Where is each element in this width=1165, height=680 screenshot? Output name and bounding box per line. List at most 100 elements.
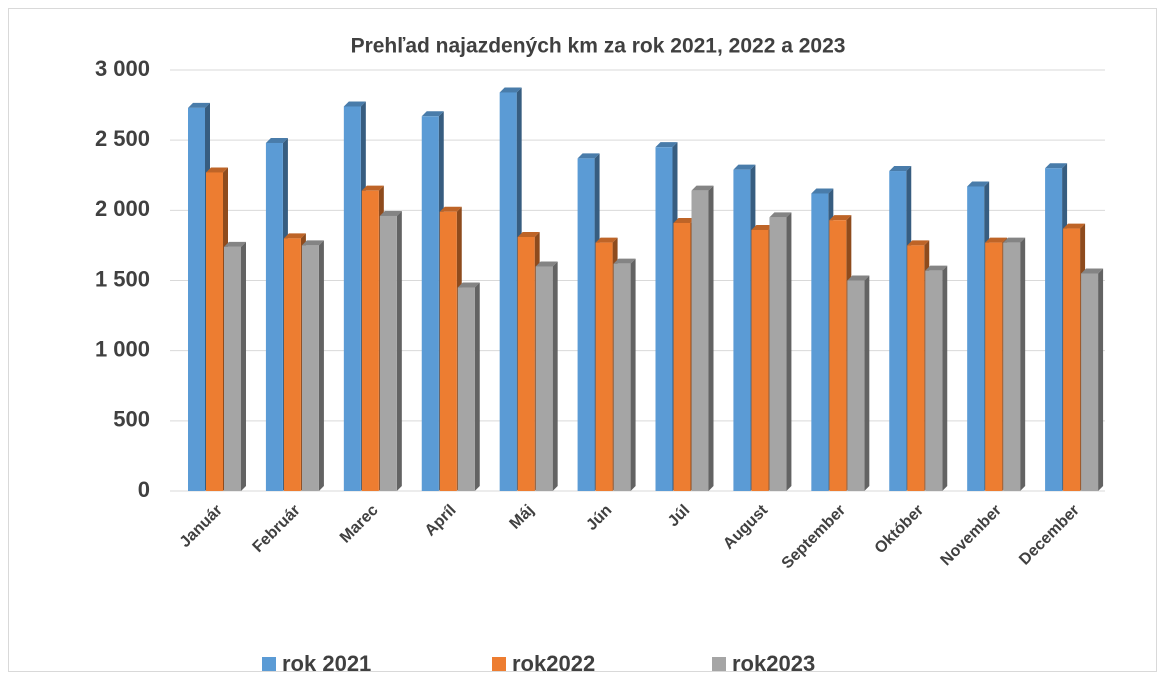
bar-front	[613, 263, 631, 491]
bar	[301, 240, 324, 491]
bar-top	[613, 258, 636, 264]
bar-front	[517, 236, 535, 491]
bar-front	[265, 142, 283, 491]
bar-front	[421, 116, 439, 491]
bar-top	[301, 240, 324, 246]
bar-front	[1003, 242, 1021, 491]
bar-top	[985, 237, 1008, 243]
bar	[379, 210, 402, 492]
bar-front	[283, 238, 301, 491]
bar-top	[1003, 237, 1026, 243]
bar	[769, 212, 792, 491]
bar	[535, 261, 558, 491]
bar	[847, 275, 870, 491]
bar-top	[421, 111, 444, 117]
y-tick-label: 1 000	[95, 336, 150, 361]
bar-front	[457, 287, 475, 491]
bar-top	[343, 101, 366, 107]
bar-front	[343, 106, 361, 491]
bar-top	[265, 137, 288, 143]
bar-top	[847, 275, 870, 281]
bar-top	[224, 241, 246, 247]
bar-front	[379, 215, 397, 492]
bar-front	[224, 246, 241, 491]
bar-front	[673, 222, 691, 492]
bar	[224, 241, 246, 491]
bar-side	[552, 261, 558, 491]
bar-top	[361, 185, 384, 191]
bar-top	[751, 224, 774, 230]
bar-top	[889, 166, 912, 172]
bar-top	[967, 181, 990, 187]
bar-front	[1081, 273, 1099, 491]
y-tick-label: 2 500	[95, 126, 150, 151]
bar-side	[864, 275, 870, 491]
bar-front	[361, 190, 379, 492]
bar-side	[241, 241, 246, 491]
y-tick-label: 2 000	[95, 196, 150, 221]
bar-side	[708, 185, 714, 492]
bar	[925, 265, 948, 491]
bar-side	[1098, 268, 1104, 491]
legend-label: rok2022	[512, 651, 595, 676]
bar-front	[733, 169, 751, 492]
bar-front	[691, 190, 709, 492]
bar-top	[691, 185, 714, 191]
bar-front	[655, 147, 673, 491]
bar-side	[786, 212, 792, 491]
bar-front	[1045, 168, 1063, 491]
y-tick-label: 3 000	[95, 56, 150, 81]
y-tick-label: 500	[113, 407, 150, 432]
bar-top	[829, 215, 852, 221]
bar	[457, 282, 480, 491]
bar-top	[907, 240, 930, 246]
bar-front	[811, 193, 829, 491]
bar-top	[1081, 268, 1104, 274]
bar-front	[439, 211, 457, 491]
bar-front	[907, 245, 925, 491]
bar-top	[577, 153, 600, 159]
legend-label: rok 2021	[282, 651, 371, 676]
bar-side	[630, 258, 636, 491]
bar-top	[379, 210, 402, 216]
bar-front	[985, 242, 1003, 491]
bar-side	[396, 210, 402, 492]
bar-top	[535, 261, 558, 267]
legend-label: rok2023	[732, 651, 815, 676]
bar	[613, 258, 636, 491]
bar-front	[925, 270, 943, 491]
bar-front	[889, 171, 907, 492]
bar-top	[517, 231, 540, 237]
bar-front	[1063, 228, 1081, 491]
bar-side	[474, 282, 480, 491]
bar-front	[751, 229, 769, 492]
bar-top	[283, 233, 306, 239]
bar-top	[673, 217, 696, 223]
bar-front	[595, 242, 613, 491]
bar-front	[967, 186, 985, 491]
bar	[1081, 268, 1104, 491]
bar-top	[188, 102, 210, 108]
bar-top	[925, 265, 948, 271]
bar-side	[1020, 237, 1026, 491]
bar-side	[318, 240, 324, 491]
bar-top	[811, 188, 834, 194]
legend-swatch	[712, 657, 726, 671]
bar-front	[188, 107, 205, 491]
bar-front	[206, 172, 223, 491]
bar-top	[206, 167, 228, 173]
bar	[691, 185, 714, 492]
bar-top	[1045, 163, 1068, 169]
bar	[1003, 237, 1026, 491]
legend-swatch	[492, 657, 506, 671]
bar-top	[595, 237, 618, 243]
bar-top	[457, 282, 480, 288]
bar-front	[829, 220, 847, 491]
bar-side	[942, 265, 948, 491]
chart-title: Prehľad najazdených km za rok 2021, 2022…	[351, 35, 846, 58]
bar-front	[301, 245, 319, 491]
bar-top	[733, 164, 756, 170]
bar-top	[499, 87, 522, 93]
bar-top	[1063, 223, 1086, 229]
